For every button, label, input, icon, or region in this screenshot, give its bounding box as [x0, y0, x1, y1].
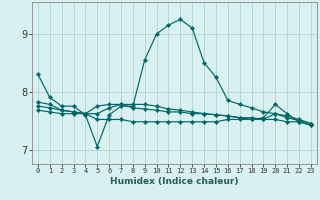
X-axis label: Humidex (Indice chaleur): Humidex (Indice chaleur) [110, 177, 239, 186]
